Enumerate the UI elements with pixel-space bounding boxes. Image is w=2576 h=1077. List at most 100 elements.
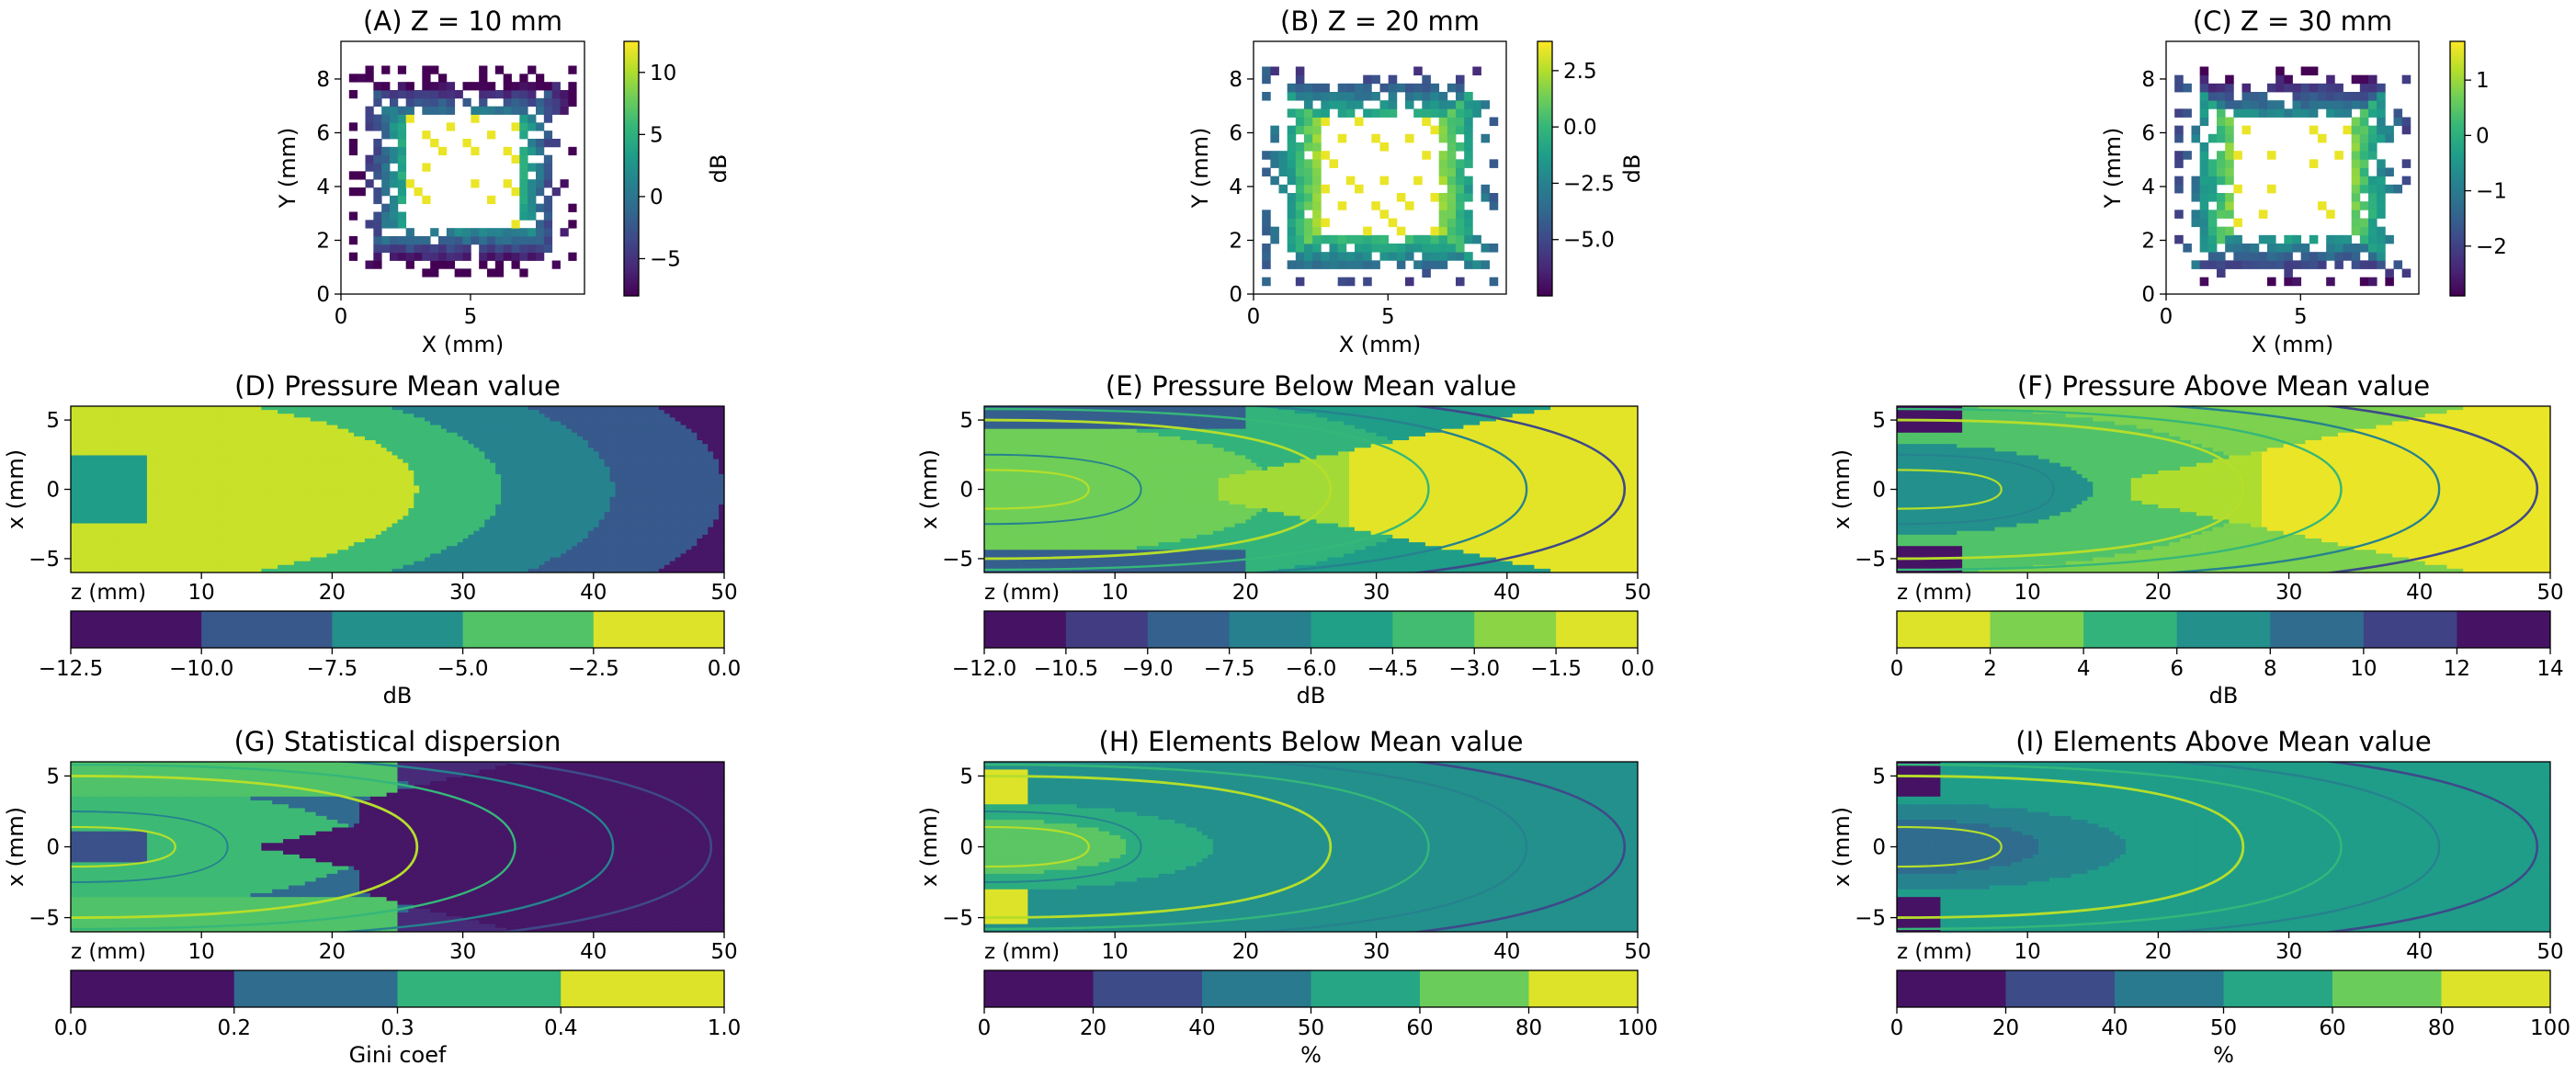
array-element: [494, 65, 505, 74]
array-element: [2351, 201, 2361, 210]
array-element: [2351, 142, 2361, 152]
array-element: [568, 220, 577, 229]
array-element: [511, 106, 520, 115]
array-element: [405, 97, 414, 108]
array-element: [2377, 184, 2386, 194]
array-element: [2217, 125, 2226, 135]
y-tick-label: 6: [1229, 121, 1243, 145]
array-element: [390, 195, 399, 205]
array-element: [1464, 108, 1473, 118]
y-tick-label: 5: [1872, 409, 1886, 433]
array-element: [381, 220, 391, 229]
array-element: [528, 122, 537, 131]
array-element: [528, 244, 537, 254]
array-element: [1287, 133, 1297, 143]
array-element: [390, 179, 399, 188]
array-element: [2377, 193, 2386, 202]
array-element: [1270, 226, 1279, 236]
array-element: [1312, 244, 1322, 253]
array-element: [1422, 83, 1431, 93]
array-element: [503, 228, 512, 237]
array-element: [446, 228, 456, 237]
chart-title: (C) Z = 30 mm: [2193, 6, 2392, 37]
array-element: [1456, 277, 1465, 287]
x-axis-label: z (mm): [71, 581, 146, 605]
x-tick-label: 30: [449, 581, 476, 605]
array-element: [438, 260, 448, 269]
array-element: [2351, 260, 2361, 269]
array-element: [1295, 108, 1305, 118]
array-element: [1472, 234, 1481, 244]
contour-line: [1897, 775, 2245, 919]
array-element: [1447, 117, 1457, 127]
colorbar: [70, 610, 725, 649]
array-element: [2241, 92, 2252, 101]
array-element: [414, 187, 423, 197]
y-axis-label: x (mm): [916, 807, 942, 887]
array-element: [1430, 244, 1440, 253]
contour-line: [984, 469, 1090, 510]
array-element: [454, 244, 463, 254]
array-element: [2343, 92, 2353, 101]
array-element: [381, 130, 391, 140]
array-element: [1262, 226, 1271, 236]
array-element: [2401, 268, 2411, 278]
array-element: [1438, 210, 1448, 219]
array-element: [494, 236, 505, 245]
array-element: [1312, 234, 1322, 244]
array-element: [1329, 159, 1339, 168]
array-element: [2326, 108, 2335, 118]
contour-line: [1897, 407, 2343, 572]
array-element: [2207, 159, 2218, 168]
array-element: [1345, 260, 1356, 269]
array-element: [381, 179, 391, 188]
array-element: [1447, 184, 1457, 194]
array-element: [390, 220, 399, 229]
x-tick-label: 20: [2145, 940, 2172, 964]
colorbar-tick-label: 0: [978, 1016, 992, 1040]
x-axis-label: z (mm): [984, 581, 1060, 605]
array-element: [1447, 142, 1457, 152]
array-element: [2217, 100, 2226, 109]
array-element: [1270, 133, 1279, 143]
array-element: [365, 114, 374, 123]
y-tick-label: 0: [959, 836, 973, 860]
array-element: [1287, 210, 1297, 219]
array-element: [1422, 244, 1431, 253]
array-element: [373, 252, 382, 261]
array-element: [2217, 260, 2226, 269]
y-axis-label: x (mm): [3, 449, 28, 529]
array-element: [390, 244, 399, 254]
array-element: [2233, 218, 2242, 228]
array-element: [2309, 66, 2319, 76]
array-element: [2250, 252, 2260, 261]
array-element: [2401, 176, 2411, 186]
contour-line: [496, 762, 713, 932]
array-element: [430, 228, 439, 237]
array-element: [568, 82, 577, 91]
y-tick-label: 5: [959, 765, 973, 788]
array-element: [1304, 167, 1313, 177]
array-element: [1456, 201, 1465, 210]
array-element: [1464, 117, 1473, 127]
array-map-a: (A) Z = 10 mm 0 5 0 2 4 6 8 X (mm) Y (mm) 10 5 0 −5 dB: [275, 6, 732, 357]
array-element: [2174, 210, 2184, 219]
array-element: [1295, 210, 1305, 219]
array-element: [568, 203, 577, 212]
contour-line: [2158, 762, 2441, 932]
array-element: [503, 82, 512, 91]
array-element: [2377, 210, 2386, 219]
array-element: [1371, 234, 1380, 244]
array-element: [479, 236, 488, 245]
array-element: [2401, 159, 2411, 168]
array-element: [2217, 117, 2226, 127]
chart-title: (I) Elements Above Mean value: [2015, 726, 2431, 757]
array-element: [511, 97, 520, 108]
field-image: [71, 406, 724, 573]
array-element: [2275, 260, 2285, 269]
array-element: [430, 244, 439, 254]
array-element: [365, 154, 374, 164]
array-element: [2401, 74, 2411, 85]
array-element: [2284, 234, 2293, 244]
field-image: [71, 762, 724, 932]
